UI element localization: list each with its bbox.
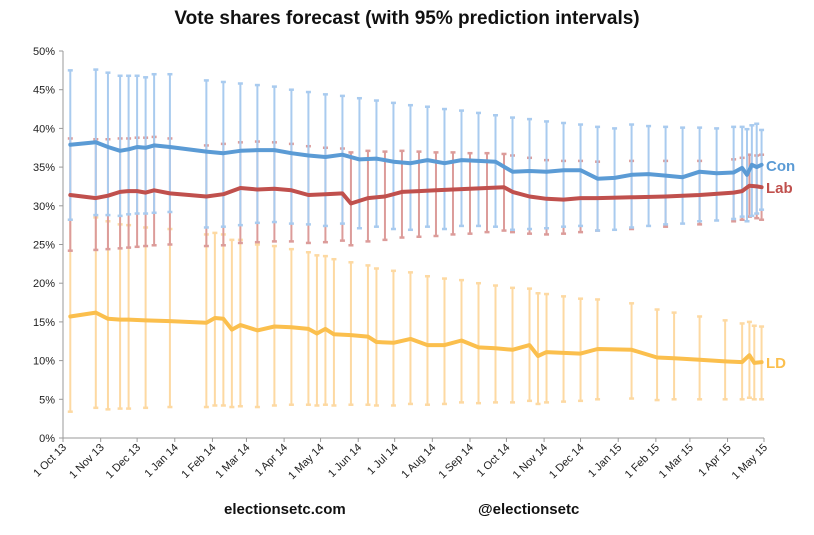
con-line <box>68 140 764 181</box>
x-tick-label: 1 Jan 15 <box>586 442 624 480</box>
con-series-label: Con <box>766 158 795 175</box>
x-tick-label: 1 Oct 13 <box>31 442 69 480</box>
chart-title: Vote shares forecast (with 95% predictio… <box>174 8 640 29</box>
y-tick-label: 15% <box>33 317 55 329</box>
y-tick-label: 25% <box>33 240 55 252</box>
series-labels: Con Lab LD <box>766 158 795 372</box>
x-tick-label: 1 Feb 14 <box>179 442 218 481</box>
ld-series-label: LD <box>766 355 786 372</box>
ld-line <box>68 310 764 365</box>
x-tick-label: 1 Apr 15 <box>696 442 733 479</box>
chart-axes: 0%5%10%15%20%25%30%35%40%45%50%1 Oct 131… <box>31 46 770 482</box>
x-tick-label: 1 Nov 14 <box>511 442 551 482</box>
x-tick-label: 1 Aug 14 <box>399 442 438 481</box>
y-tick-label: 20% <box>33 278 55 290</box>
y-tick-label: 10% <box>33 356 55 368</box>
x-tick-label: 1 May 14 <box>286 442 326 482</box>
footer-website: electionsetc.com <box>224 501 346 518</box>
y-tick-label: 0% <box>39 433 55 445</box>
y-tick-label: 50% <box>33 46 55 58</box>
footer-handle: @electionsetc <box>478 501 580 518</box>
x-tick-label: 1 Dec 13 <box>104 442 144 482</box>
x-tick-label: 1 Oct 14 <box>475 442 513 480</box>
lab-series-label: Lab <box>766 180 793 197</box>
prediction-intervals <box>67 68 765 413</box>
lab-line <box>68 183 764 206</box>
x-tick-label: 1 Feb 15 <box>623 442 662 481</box>
y-tick-label: 30% <box>33 201 55 213</box>
x-tick-label: 1 Jan 14 <box>143 442 181 480</box>
y-tick-label: 40% <box>33 123 55 135</box>
y-tick-label: 35% <box>33 162 55 174</box>
x-tick-label: 1 Jun 14 <box>326 442 364 480</box>
x-tick-label: 1 Jul 14 <box>365 442 401 478</box>
x-tick-label: 1 Nov 13 <box>67 442 107 482</box>
y-tick-label: 5% <box>39 394 55 406</box>
x-tick-label: 1 May 15 <box>730 442 770 482</box>
x-tick-label: 1 Dec 14 <box>547 442 587 482</box>
x-tick-label: 1 Apr 14 <box>253 442 290 479</box>
series-lines <box>68 140 764 365</box>
x-tick-label: 1 Mar 15 <box>657 442 696 481</box>
x-tick-label: 1 Mar 14 <box>213 442 252 481</box>
x-tick-label: 1 Sep 14 <box>436 442 476 482</box>
y-tick-label: 45% <box>33 85 55 97</box>
